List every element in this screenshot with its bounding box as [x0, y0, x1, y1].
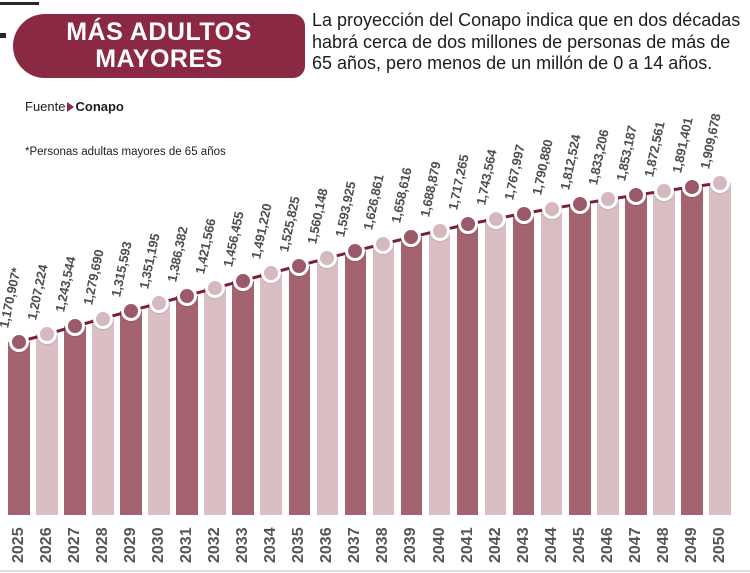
bar-2038 [372, 243, 395, 515]
bar-2036 [316, 258, 339, 515]
year-label-2028: 2028 [93, 527, 111, 563]
bar-2025 [8, 341, 30, 515]
trend-marker-2025 [8, 331, 29, 352]
year-label-2027: 2027 [65, 527, 83, 563]
bottom-rule [0, 570, 750, 572]
year-label-2035: 2035 [290, 527, 308, 563]
trend-marker-2041 [457, 214, 478, 235]
chart-description: La proyección del Conapo indica que en d… [312, 10, 750, 75]
bar-2032 [204, 288, 226, 515]
bar-2034 [260, 273, 282, 515]
trend-marker-2047 [625, 185, 646, 206]
year-label-2036: 2036 [318, 527, 336, 563]
year-label-2030: 2030 [150, 527, 167, 563]
description-line: habrá cerca de dos millones de personas … [312, 31, 731, 52]
trend-marker-2037 [345, 240, 366, 261]
year-label-2032: 2032 [206, 527, 224, 563]
bar-2050 [709, 183, 731, 515]
year-label-2031: 2031 [178, 527, 196, 563]
bar-2040 [428, 230, 451, 515]
source-prefix: Fuente [25, 99, 66, 114]
year-label-2049: 2049 [682, 527, 700, 563]
bar-2046 [597, 199, 619, 515]
year-label-2029: 2029 [121, 527, 139, 563]
year-label-2048: 2048 [654, 527, 672, 563]
trend-marker-2040 [429, 220, 450, 241]
page-title-line2: MAYORES [95, 45, 223, 73]
bar-2028 [92, 318, 114, 515]
trend-marker-2038 [373, 233, 394, 254]
year-label-2044: 2044 [542, 527, 560, 563]
bar-2039 [400, 237, 423, 515]
bar-2041 [456, 224, 479, 515]
trend-marker-2026 [36, 324, 57, 345]
trend-marker-2031 [177, 285, 198, 306]
year-label-2038: 2038 [374, 527, 392, 563]
year-label-2042: 2042 [486, 527, 504, 563]
bar-2049 [681, 186, 703, 515]
trend-marker-2030 [149, 293, 169, 314]
trend-marker-2035 [289, 255, 310, 276]
bar-2030 [148, 303, 170, 515]
bar-2042 [484, 218, 507, 515]
trend-marker-2043 [513, 203, 534, 224]
top-left-rule [0, 2, 39, 5]
year-label-2033: 2033 [234, 527, 252, 563]
year-label-2047: 2047 [626, 527, 644, 563]
bar-2037 [344, 250, 367, 515]
source-line: Fuente Conapo [25, 99, 124, 114]
year-label-2037: 2037 [346, 527, 364, 563]
trend-marker-2032 [205, 278, 226, 299]
chevron-right-icon [67, 102, 75, 112]
trend-marker-2039 [401, 227, 422, 248]
bar-2029 [120, 310, 142, 515]
trend-marker-2034 [261, 263, 282, 284]
description-line: La proyección del Conapo indica que en d… [312, 10, 741, 30]
bar-2048 [653, 191, 675, 515]
year-label-2041: 2041 [458, 527, 476, 563]
bar-2033 [232, 280, 254, 515]
year-label-2045: 2045 [570, 527, 588, 563]
year-label-2043: 2043 [514, 527, 532, 563]
bar-2026 [36, 334, 58, 515]
bar-2035 [288, 265, 310, 515]
description-line: 65 años, pero menos de un millón de 0 a … [312, 53, 713, 73]
trend-marker-2048 [653, 181, 674, 201]
bar-2043 [512, 213, 535, 515]
year-label-2025: 2025 [9, 527, 27, 563]
trend-marker-2028 [92, 308, 113, 329]
trend-marker-2049 [681, 176, 702, 197]
bar-2027 [64, 326, 86, 515]
trend-marker-2036 [317, 248, 338, 269]
trend-marker-2042 [485, 208, 506, 229]
trend-marker-2046 [597, 189, 618, 210]
trend-marker-2029 [120, 300, 141, 321]
bar-2031 [176, 295, 198, 515]
year-label-2046: 2046 [598, 527, 616, 563]
trend-marker-2045 [569, 193, 590, 214]
bar-2044 [540, 208, 563, 515]
title-ribbon: MÁS ADULTOS MAYORES [13, 14, 305, 78]
year-label-2034: 2034 [262, 527, 280, 563]
trend-marker-2033 [233, 270, 254, 291]
trend-marker-2027 [64, 316, 85, 337]
year-label-2039: 2039 [402, 527, 420, 563]
trend-marker-2044 [541, 198, 562, 219]
trend-marker-2050 [710, 173, 730, 194]
year-label-2050: 2050 [711, 527, 728, 563]
bar-2045 [569, 203, 591, 515]
footnote: *Personas adultas mayores de 65 años [25, 146, 226, 158]
left-edge-dash [0, 33, 6, 38]
year-label-2026: 2026 [37, 527, 55, 563]
page-title-line1: MÁS ADULTOS [66, 18, 252, 46]
source-name: Conapo [75, 99, 124, 114]
bar-2047 [625, 195, 647, 515]
year-label-2040: 2040 [430, 527, 448, 563]
